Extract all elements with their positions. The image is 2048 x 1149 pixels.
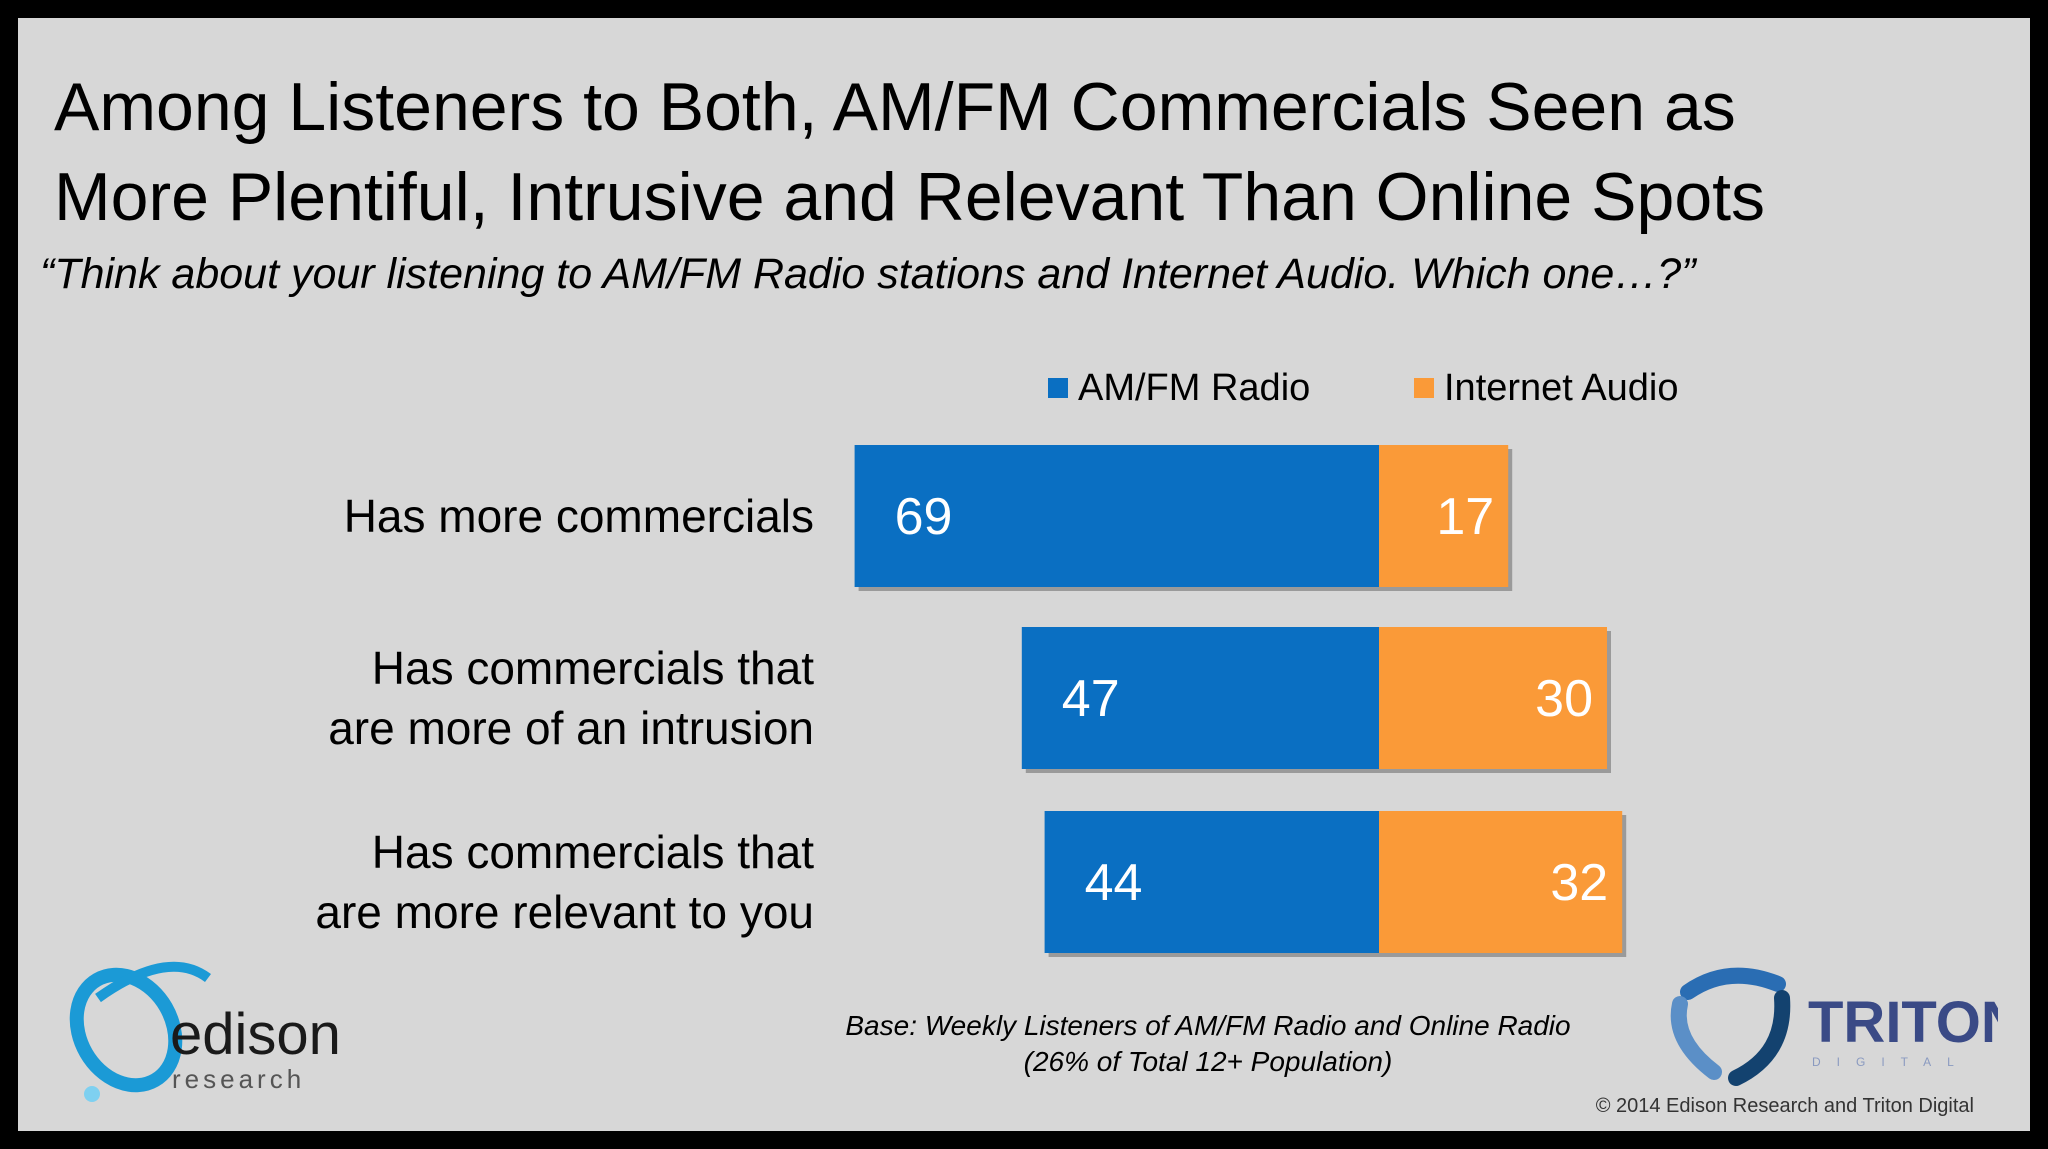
bar-chart: 69 17 Has more commercials 47 30 Has commerci…	[315, 445, 1627, 957]
copyright-text: © 2014 Edison Research and Triton Digita…	[1595, 1095, 1974, 1117]
bar-group-2: 44 32 Has commercials that are more relevan…	[315, 811, 1627, 957]
category-label-2-0: Has commercials that	[372, 826, 814, 878]
chart-subtitle: “Think about your listening to AM/FM Rad…	[40, 250, 1696, 298]
triton-digital-logo: TRITON DIGITAL	[1670, 967, 1998, 1086]
value-label-internet-0: 17	[1436, 488, 1494, 546]
edison-sub-wordmark: research	[172, 1064, 305, 1094]
title-line-2: More Plentiful, Intrusive and Relevant T…	[54, 159, 1766, 235]
edison-swirl-icon	[69, 961, 211, 1102]
category-label-1-0: Has commercials that	[372, 642, 814, 694]
base-note: Base: Weekly Listeners of AM/FM Radio an…	[778, 1008, 1638, 1080]
value-label-amfm-1: 47	[1062, 670, 1120, 728]
legend-label-amfm: AM/FM Radio	[1078, 366, 1311, 409]
bar-group-1: 47 30 Has commercials that are more of an i…	[328, 627, 1611, 773]
bar-internet-1	[1379, 627, 1607, 769]
bar-amfm-2	[1044, 811, 1379, 953]
bar-internet-0	[1379, 445, 1509, 587]
value-label-amfm-0: 69	[895, 488, 953, 546]
legend-item-internet: Internet Audio	[1414, 363, 1679, 413]
category-label-1-1: are more of an intrusion	[328, 702, 814, 754]
category-label-2-1: are more relevant to you	[315, 886, 814, 938]
title-line-1: Among Listeners to Both, AM/FM Commercia…	[54, 69, 1736, 145]
triton-wordmark: TRITON	[1808, 990, 1998, 1055]
edison-wordmark: edison	[170, 1002, 341, 1067]
bar-amfm-1	[1021, 627, 1379, 769]
chart-title: Among Listeners to Both, AM/FM Commercia…	[54, 62, 2014, 242]
bar-amfm-0	[854, 445, 1379, 587]
triton-triangle-icon	[1670, 967, 1791, 1086]
bar-group-0: 69 17 Has more commercials	[344, 445, 1513, 591]
triton-sub-wordmark: DIGITAL	[1812, 1055, 1970, 1069]
edison-research-logo: edison research	[69, 961, 341, 1102]
category-label-0-0: Has more commercials	[344, 490, 814, 542]
value-label-internet-2: 32	[1550, 854, 1608, 912]
bar-internet-2	[1379, 811, 1623, 953]
legend-item-amfm: AM/FM Radio	[1048, 363, 1310, 413]
slide: Among Listeners to Both, AM/FM Commercia…	[18, 18, 2030, 1131]
value-label-internet-1: 30	[1535, 670, 1593, 728]
base-note-line-2: (26% of Total 12+ Population)	[1023, 1046, 1393, 1077]
legend-swatch-amfm	[1048, 378, 1068, 398]
base-note-line-1: Base: Weekly Listeners of AM/FM Radio an…	[845, 1010, 1571, 1041]
legend-swatch-internet	[1414, 378, 1434, 398]
value-label-amfm-2: 44	[1085, 854, 1143, 912]
legend-label-internet: Internet Audio	[1444, 366, 1679, 409]
